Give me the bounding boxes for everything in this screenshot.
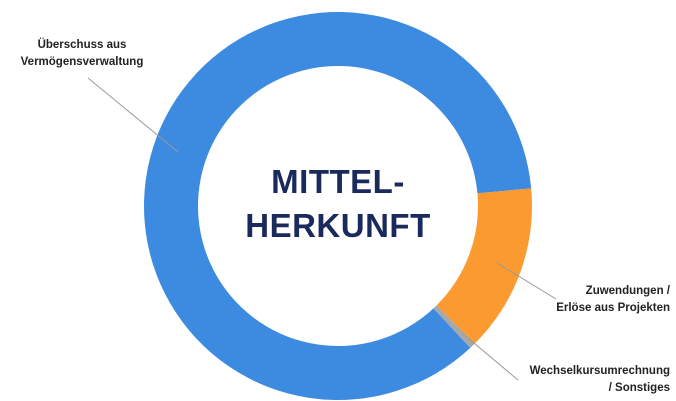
slice [436,188,532,344]
slice-label: Wechselkursumrechnung / Sonstiges [529,365,670,394]
leader-line [461,332,519,381]
chart-title: MITTEL- HERKUNFT [245,163,431,244]
slice-label: Überschuss aus Vermögensverwaltung [20,39,144,68]
leader-line [496,262,557,300]
slice [433,305,475,348]
slice-label: Zuwendungen / Erlöse aus Projekten [556,285,670,314]
leader-line [87,77,179,153]
